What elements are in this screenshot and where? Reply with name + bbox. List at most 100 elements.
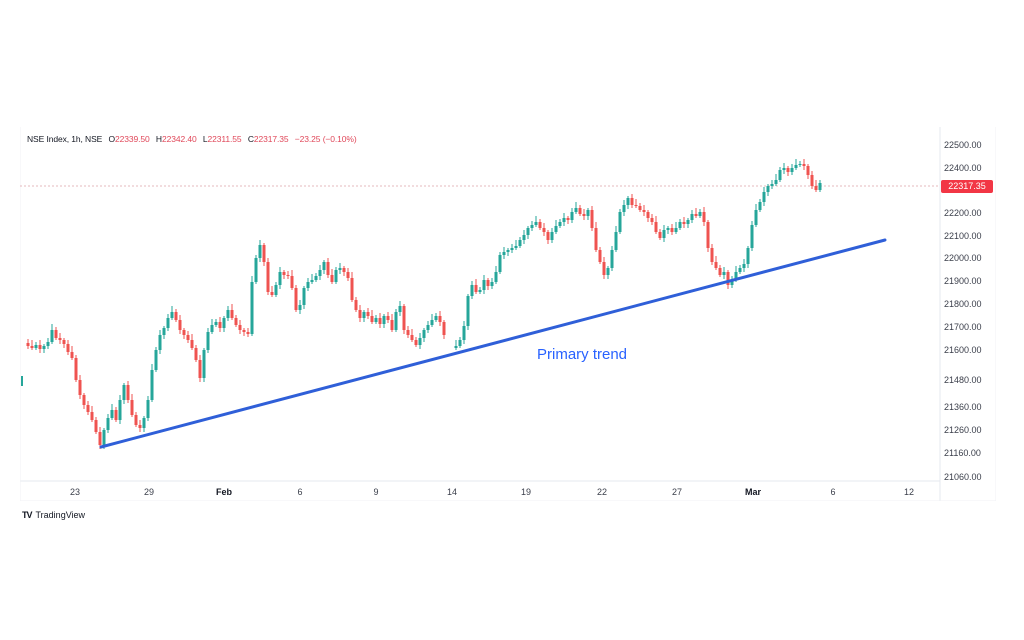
candle <box>142 418 146 428</box>
candle <box>534 222 538 225</box>
candle <box>718 268 722 275</box>
candle <box>126 385 130 400</box>
candle <box>222 318 226 328</box>
candle <box>682 222 686 224</box>
candle <box>178 320 182 330</box>
candle <box>654 222 658 232</box>
time-tick-label: 12 <box>903 487 915 497</box>
candle <box>286 275 290 276</box>
low-label: L <box>202 134 208 144</box>
candle <box>642 210 646 212</box>
candle <box>190 340 194 348</box>
price-tick-label: 21900.00 <box>944 276 982 286</box>
candles-layer <box>21 159 822 449</box>
candle <box>462 326 466 340</box>
price-tick-label: 21480.00 <box>944 375 982 385</box>
candle <box>458 340 462 346</box>
price-tick-label: 21060.00 <box>944 472 982 482</box>
candle <box>186 335 190 340</box>
chart-canvas[interactable] <box>20 127 996 501</box>
candle <box>786 168 790 172</box>
candle <box>74 358 78 380</box>
symbol-label: NSE Index, 1h, NSE <box>27 134 103 144</box>
candle <box>410 335 414 340</box>
price-tick-label: 22100.00 <box>944 231 982 241</box>
candle <box>238 325 242 330</box>
candle <box>146 400 150 418</box>
candle <box>250 282 254 334</box>
candle <box>122 385 126 400</box>
candle <box>742 264 746 268</box>
candle <box>54 330 58 338</box>
candle <box>794 165 798 168</box>
chart-frame <box>20 127 996 501</box>
candle <box>554 226 558 232</box>
candle <box>810 175 814 186</box>
candle <box>326 262 330 275</box>
candle <box>470 285 474 296</box>
candle <box>42 346 46 349</box>
candle <box>502 252 506 255</box>
candle <box>394 312 398 330</box>
tradingview-logo-icon: TV <box>22 510 32 520</box>
candle <box>234 318 238 325</box>
candle <box>510 248 514 250</box>
price-tick-label: 22000.00 <box>944 253 982 263</box>
candle <box>230 310 234 318</box>
candle <box>698 212 702 216</box>
candle <box>666 228 670 230</box>
candle <box>94 420 98 432</box>
candle <box>58 338 62 340</box>
candle <box>550 232 554 240</box>
candle <box>302 288 306 305</box>
candle <box>746 248 750 264</box>
time-tick-label: 14 <box>446 487 458 497</box>
candle <box>154 350 158 370</box>
close-label: C <box>247 134 254 144</box>
candle <box>738 268 742 272</box>
candle <box>626 198 630 205</box>
candle <box>134 415 138 425</box>
high-value: 22342.40 <box>161 134 197 144</box>
candle <box>694 214 698 216</box>
candle <box>634 205 638 206</box>
candle <box>426 325 430 330</box>
time-tick-label: 6 <box>297 487 303 497</box>
candle <box>106 418 110 430</box>
candle <box>622 205 626 212</box>
candle <box>174 312 178 320</box>
candle <box>526 228 530 235</box>
candle <box>158 335 162 350</box>
tradingview-brand[interactable]: TV TradingView <box>22 510 85 520</box>
candle <box>574 208 578 212</box>
candle <box>370 316 374 322</box>
candle <box>798 164 802 165</box>
candle <box>482 280 486 290</box>
time-tick-label: Mar <box>744 487 762 497</box>
candle <box>226 310 230 318</box>
candle <box>218 322 222 328</box>
candle <box>570 212 574 220</box>
candle <box>162 328 166 335</box>
candle <box>782 168 786 170</box>
candle <box>466 296 470 326</box>
candle <box>278 272 282 285</box>
candle <box>406 330 410 335</box>
candle <box>374 318 378 322</box>
candle <box>270 292 274 295</box>
price-tick-label: 21260.00 <box>944 425 982 435</box>
candle <box>646 212 650 218</box>
candle <box>282 272 286 275</box>
time-tick-label: 6 <box>830 487 836 497</box>
price-tick-label: 21600.00 <box>944 345 982 355</box>
candle <box>702 212 706 222</box>
candle <box>346 272 350 278</box>
candle <box>522 235 526 240</box>
candle <box>706 222 710 248</box>
open-value: 22339.50 <box>115 134 150 144</box>
candle <box>414 340 418 345</box>
candle <box>606 268 610 275</box>
candle <box>258 245 262 258</box>
candle <box>210 325 214 332</box>
close-value: 22317.35 <box>253 134 289 144</box>
